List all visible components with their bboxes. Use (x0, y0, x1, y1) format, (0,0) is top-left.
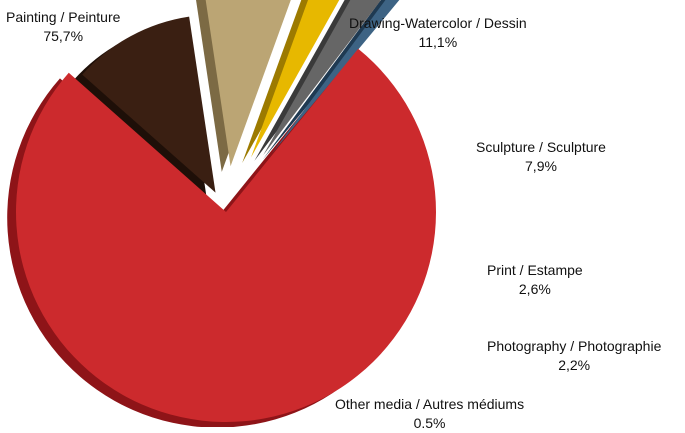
pie-slice-drawing (82, 16, 216, 193)
pie-slice-sculpture (205, 0, 291, 167)
slice-value-other: 0.5% (413, 415, 446, 431)
pie-slice-print (250, 0, 340, 158)
slice-label-photography: Photography / Photographie 2,2% (487, 337, 661, 375)
slice-value-photography: 2,2% (558, 357, 591, 373)
slice-label-other: Other media / Autres médiums 0.5% (335, 395, 524, 433)
slice-label-drawing: Drawing-Watercolor / Dessin 11,1% (349, 14, 527, 52)
slice-name-sculpture: Sculpture / Sculpture (476, 139, 606, 155)
slice-name-print: Print / Estampe (487, 262, 583, 278)
slice-label-sculpture: Sculpture / Sculpture 7,9% (476, 138, 606, 176)
pie-slice-photography (263, 0, 381, 156)
slice-value-print: 2,6% (518, 281, 551, 297)
slice-name-other: Other media / Autres médiums (335, 396, 525, 412)
pie-slice-painting (16, 48, 437, 423)
slice-name-photography: Photography / Photographie (487, 338, 662, 354)
slice-name-painting: Painting / Peinture (6, 9, 121, 25)
slice-value-painting: 75,7% (43, 28, 84, 44)
slice-value-drawing: 11,1% (418, 34, 458, 50)
pie-slice-other (271, 0, 400, 154)
slice-value-sculpture: 7,9% (525, 158, 557, 174)
slice-label-painting: Painting / Peinture 75,7% (6, 8, 120, 46)
slice-label-print: Print / Estampe 2,6% (487, 261, 583, 299)
slice-name-drawing: Drawing-Watercolor / Dessin (349, 15, 527, 31)
